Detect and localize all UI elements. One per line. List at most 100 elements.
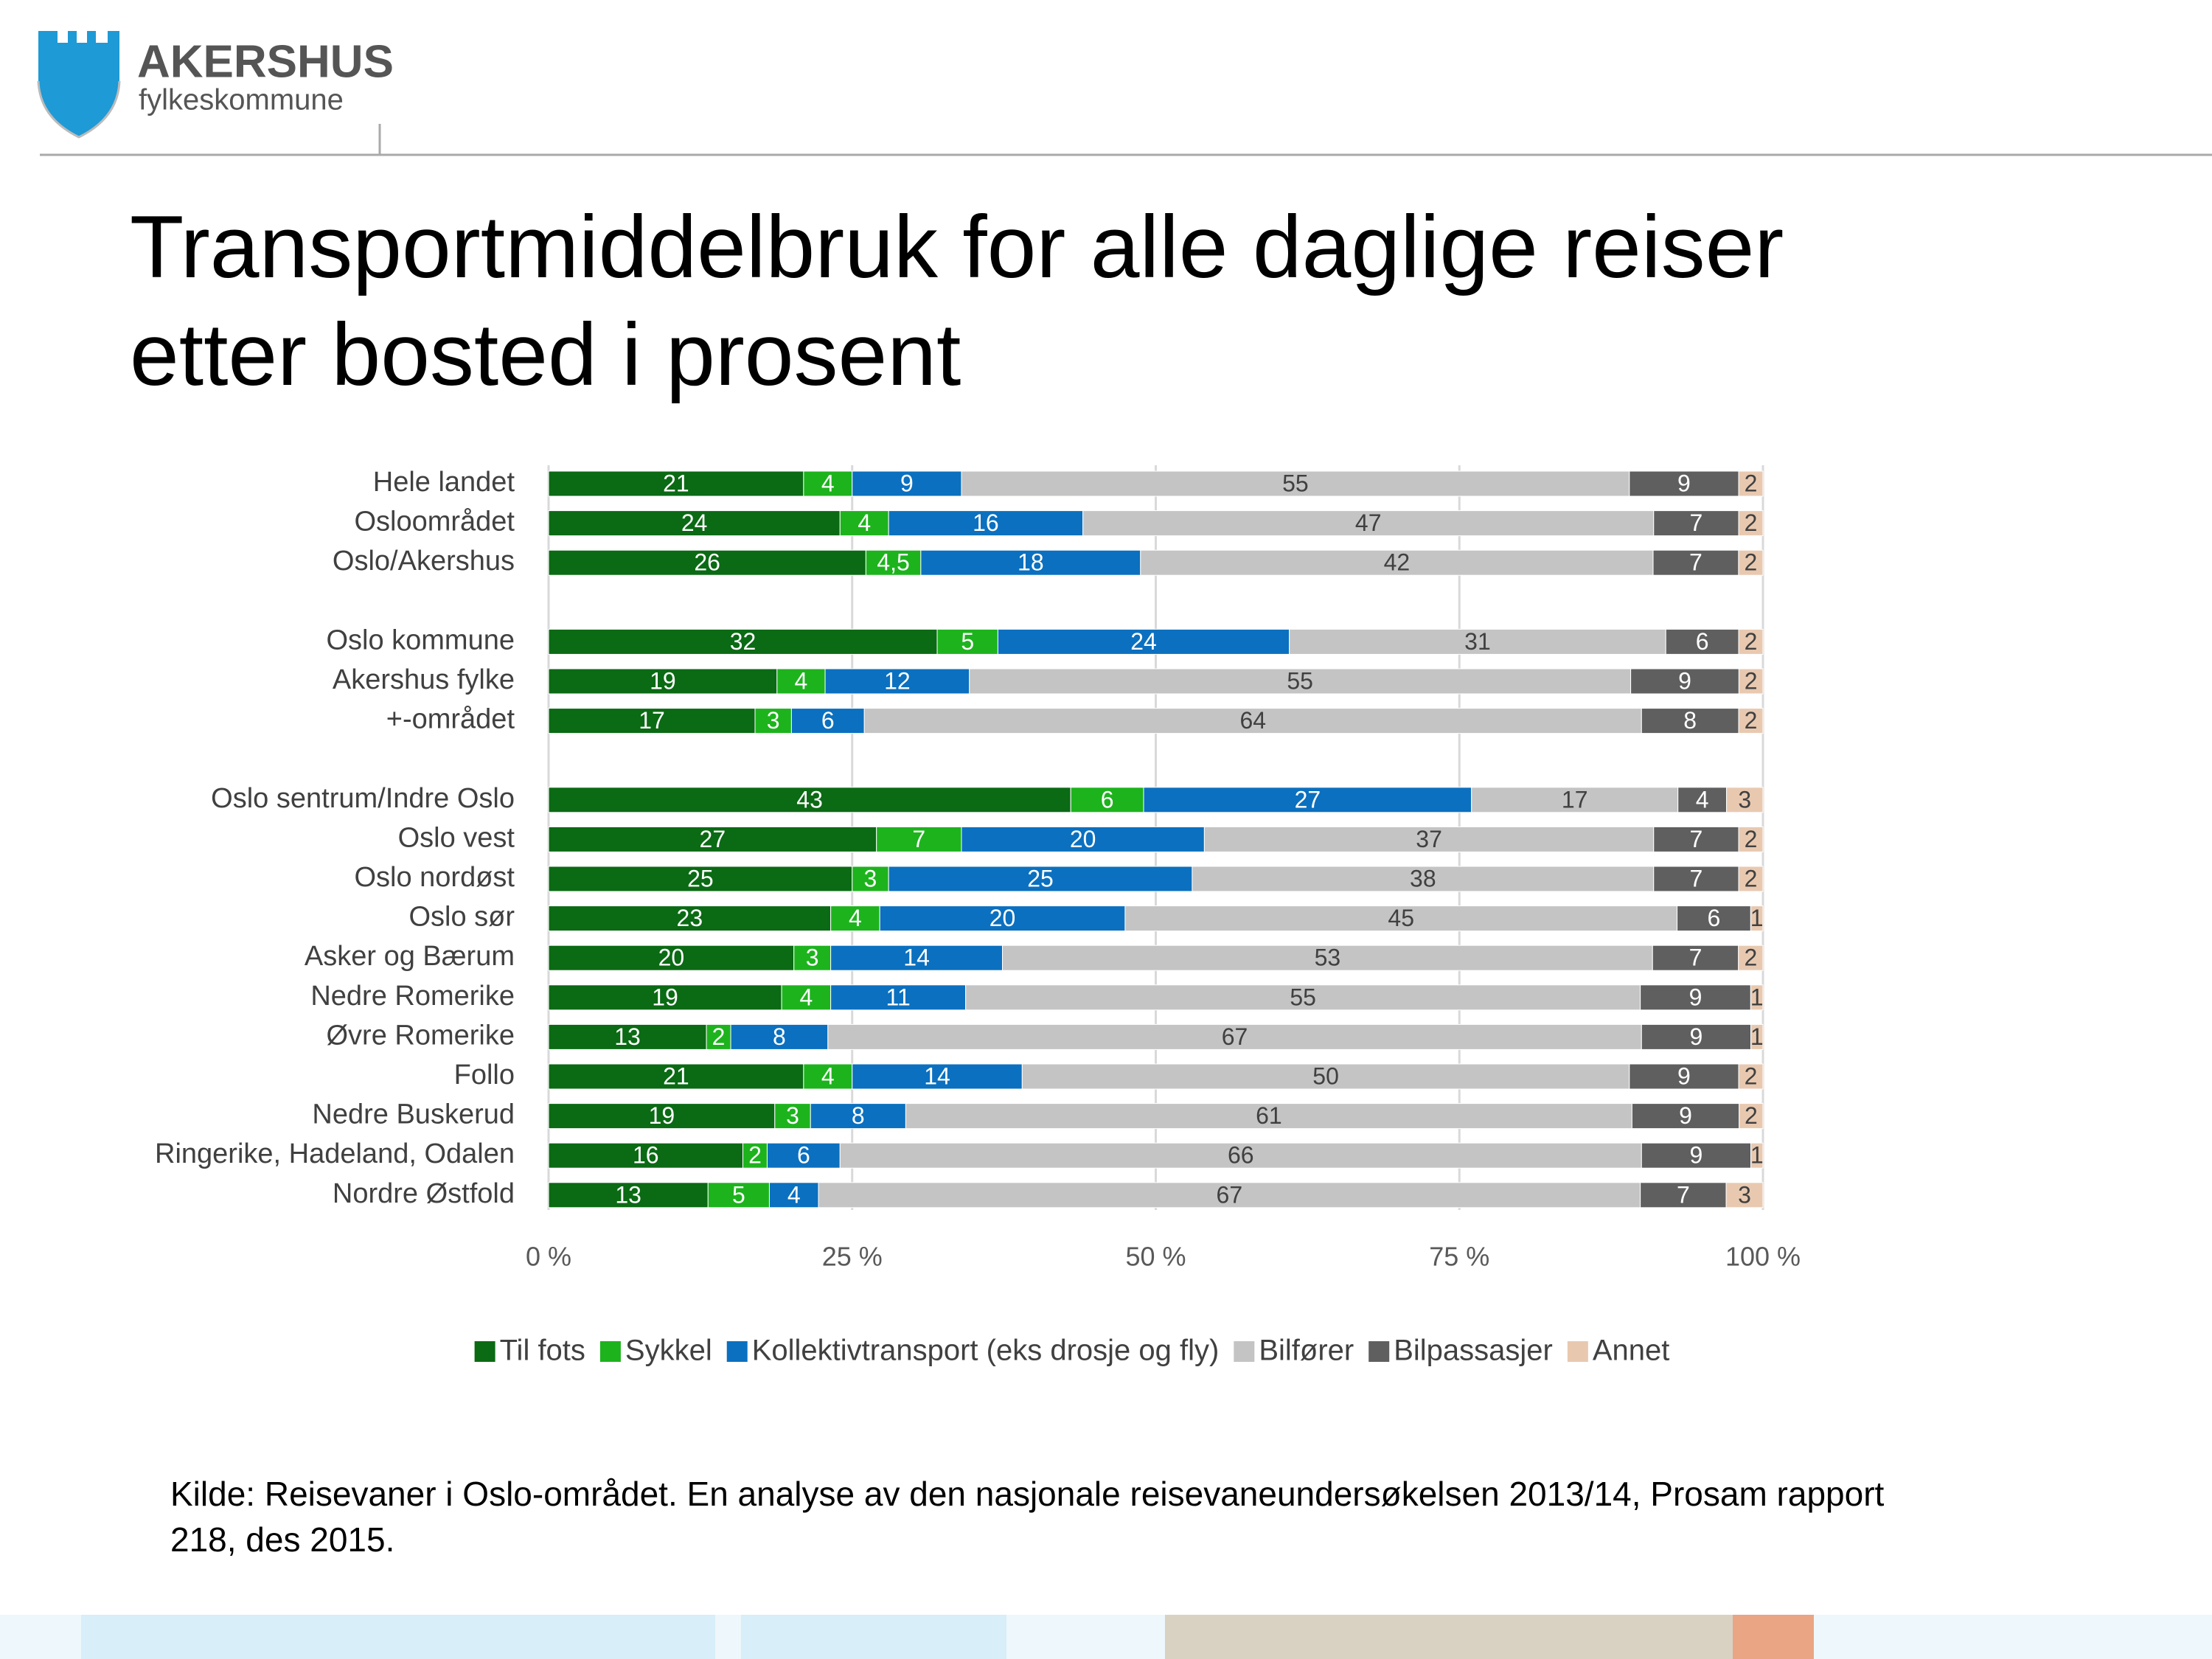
bar-segment [865,549,922,576]
data-label: 21 [663,470,689,496]
data-label: 37 [1416,826,1442,852]
bar-segment [548,984,782,1011]
bar-segment [548,905,832,932]
bar-segment [830,984,967,1011]
y-tick-label: Oslo vest [398,822,515,853]
data-label: 2 [1745,1062,1758,1089]
data-label: 50 [1312,1062,1339,1089]
y-tick-label: Oslo nordøst [354,862,515,893]
data-label: 19 [649,1102,675,1129]
bar-segment [1629,1063,1739,1090]
data-label: 16 [633,1142,659,1169]
bar-segment [803,470,853,497]
bar-segment [730,1023,829,1050]
data-label: 53 [1315,945,1341,971]
data-label: 6 [1101,786,1114,813]
data-label: 20 [990,905,1016,931]
source-note: Kilde: Reisevaner i Oslo-området. En ana… [170,1475,1885,1559]
data-label: 6 [1708,905,1721,931]
data-label: 9 [1690,1023,1703,1050]
bar-segment [818,1182,1641,1208]
logo-sub: fylkeskommune [139,84,344,116]
bar-segment [1750,984,1764,1011]
data-label: 66 [1228,1142,1254,1169]
bar-segment [1750,1023,1764,1050]
footer-image [1733,1615,1814,1659]
bar-segment [548,866,853,892]
bar-segment [1653,826,1739,852]
data-label: 67 [1222,1023,1248,1050]
x-tick-label: 25 % [822,1242,883,1272]
legend-swatch [1234,1341,1255,1362]
bar-segment [774,1103,811,1130]
data-label: 3 [786,1102,799,1129]
bar-segment [936,628,998,655]
bar-segment [1652,945,1739,971]
data-label: 14 [924,1062,950,1089]
data-label: 55 [1282,470,1309,496]
data-label: 6 [1696,628,1709,655]
data-label: 11 [886,984,911,1010]
bar-segment [1725,1182,1764,1208]
data-label: 1 [1750,984,1764,1010]
data-label: 3 [806,945,819,971]
data-label: 61 [1256,1102,1282,1129]
data-label: 55 [1287,667,1313,694]
bar-segment [548,549,866,576]
legend-swatch [1368,1341,1390,1362]
y-tick-label: Øvre Romerike [327,1020,515,1051]
bar-segment [1738,510,1764,537]
logo-name: AKERSHUS [137,36,394,87]
bar-segment [1289,628,1666,655]
y-tick-label: Hele landet [373,467,515,498]
data-label: 2 [748,1142,762,1169]
x-tick-label: 0 % [526,1242,571,1272]
data-label: 4 [795,667,808,694]
data-label: 9 [1678,667,1691,694]
bar-segment [1640,1182,1727,1208]
bar-segment [706,1023,731,1050]
data-label: 20 [658,945,685,971]
bar-segment [548,1182,709,1208]
data-label: 26 [694,549,720,576]
bar-segment [810,1103,906,1130]
bar-segment [548,470,804,497]
legend-label: Kollektivtransport (eks drosje og fly) [752,1335,1220,1367]
bar-segment [1738,708,1764,734]
bar-segment [707,1182,770,1208]
data-label: 5 [961,628,974,655]
bar-segment [997,628,1290,655]
data-label: 2 [1745,628,1758,655]
data-label: 7 [1690,826,1703,852]
bar-segment [961,470,1630,497]
bar-segment [548,787,1071,813]
data-label: 67 [1217,1181,1243,1208]
bar-segment [1738,866,1764,892]
bar-segment [1140,549,1654,576]
legend-swatch [1567,1341,1588,1362]
data-label: 2 [1745,707,1758,734]
y-tick-label: Ringerike, Hadeland, Odalen [155,1138,515,1169]
data-label: 4 [849,905,862,931]
data-label: 7 [912,826,925,852]
data-label: 7 [1689,945,1703,971]
data-label: 9 [1679,1102,1692,1129]
y-tick-label: Osloområdet [354,507,515,538]
bar-segment [852,470,962,497]
legend-label: Sykkel [625,1335,712,1367]
bar-segment [1750,1142,1764,1169]
bar-segment [548,628,938,655]
data-label: 1 [1750,905,1764,931]
data-label: 9 [1690,1142,1703,1169]
bar-segment [548,945,795,971]
bar-segment [888,866,1193,892]
legend-swatch [726,1341,748,1362]
data-label: 2 [1745,509,1758,536]
bar-segment [1653,510,1739,537]
data-label: 24 [1130,628,1157,655]
data-label: 20 [1070,826,1096,852]
data-label: 4 [821,1062,835,1089]
bar-segment [1750,905,1764,932]
data-label: 1 [1750,1023,1764,1050]
